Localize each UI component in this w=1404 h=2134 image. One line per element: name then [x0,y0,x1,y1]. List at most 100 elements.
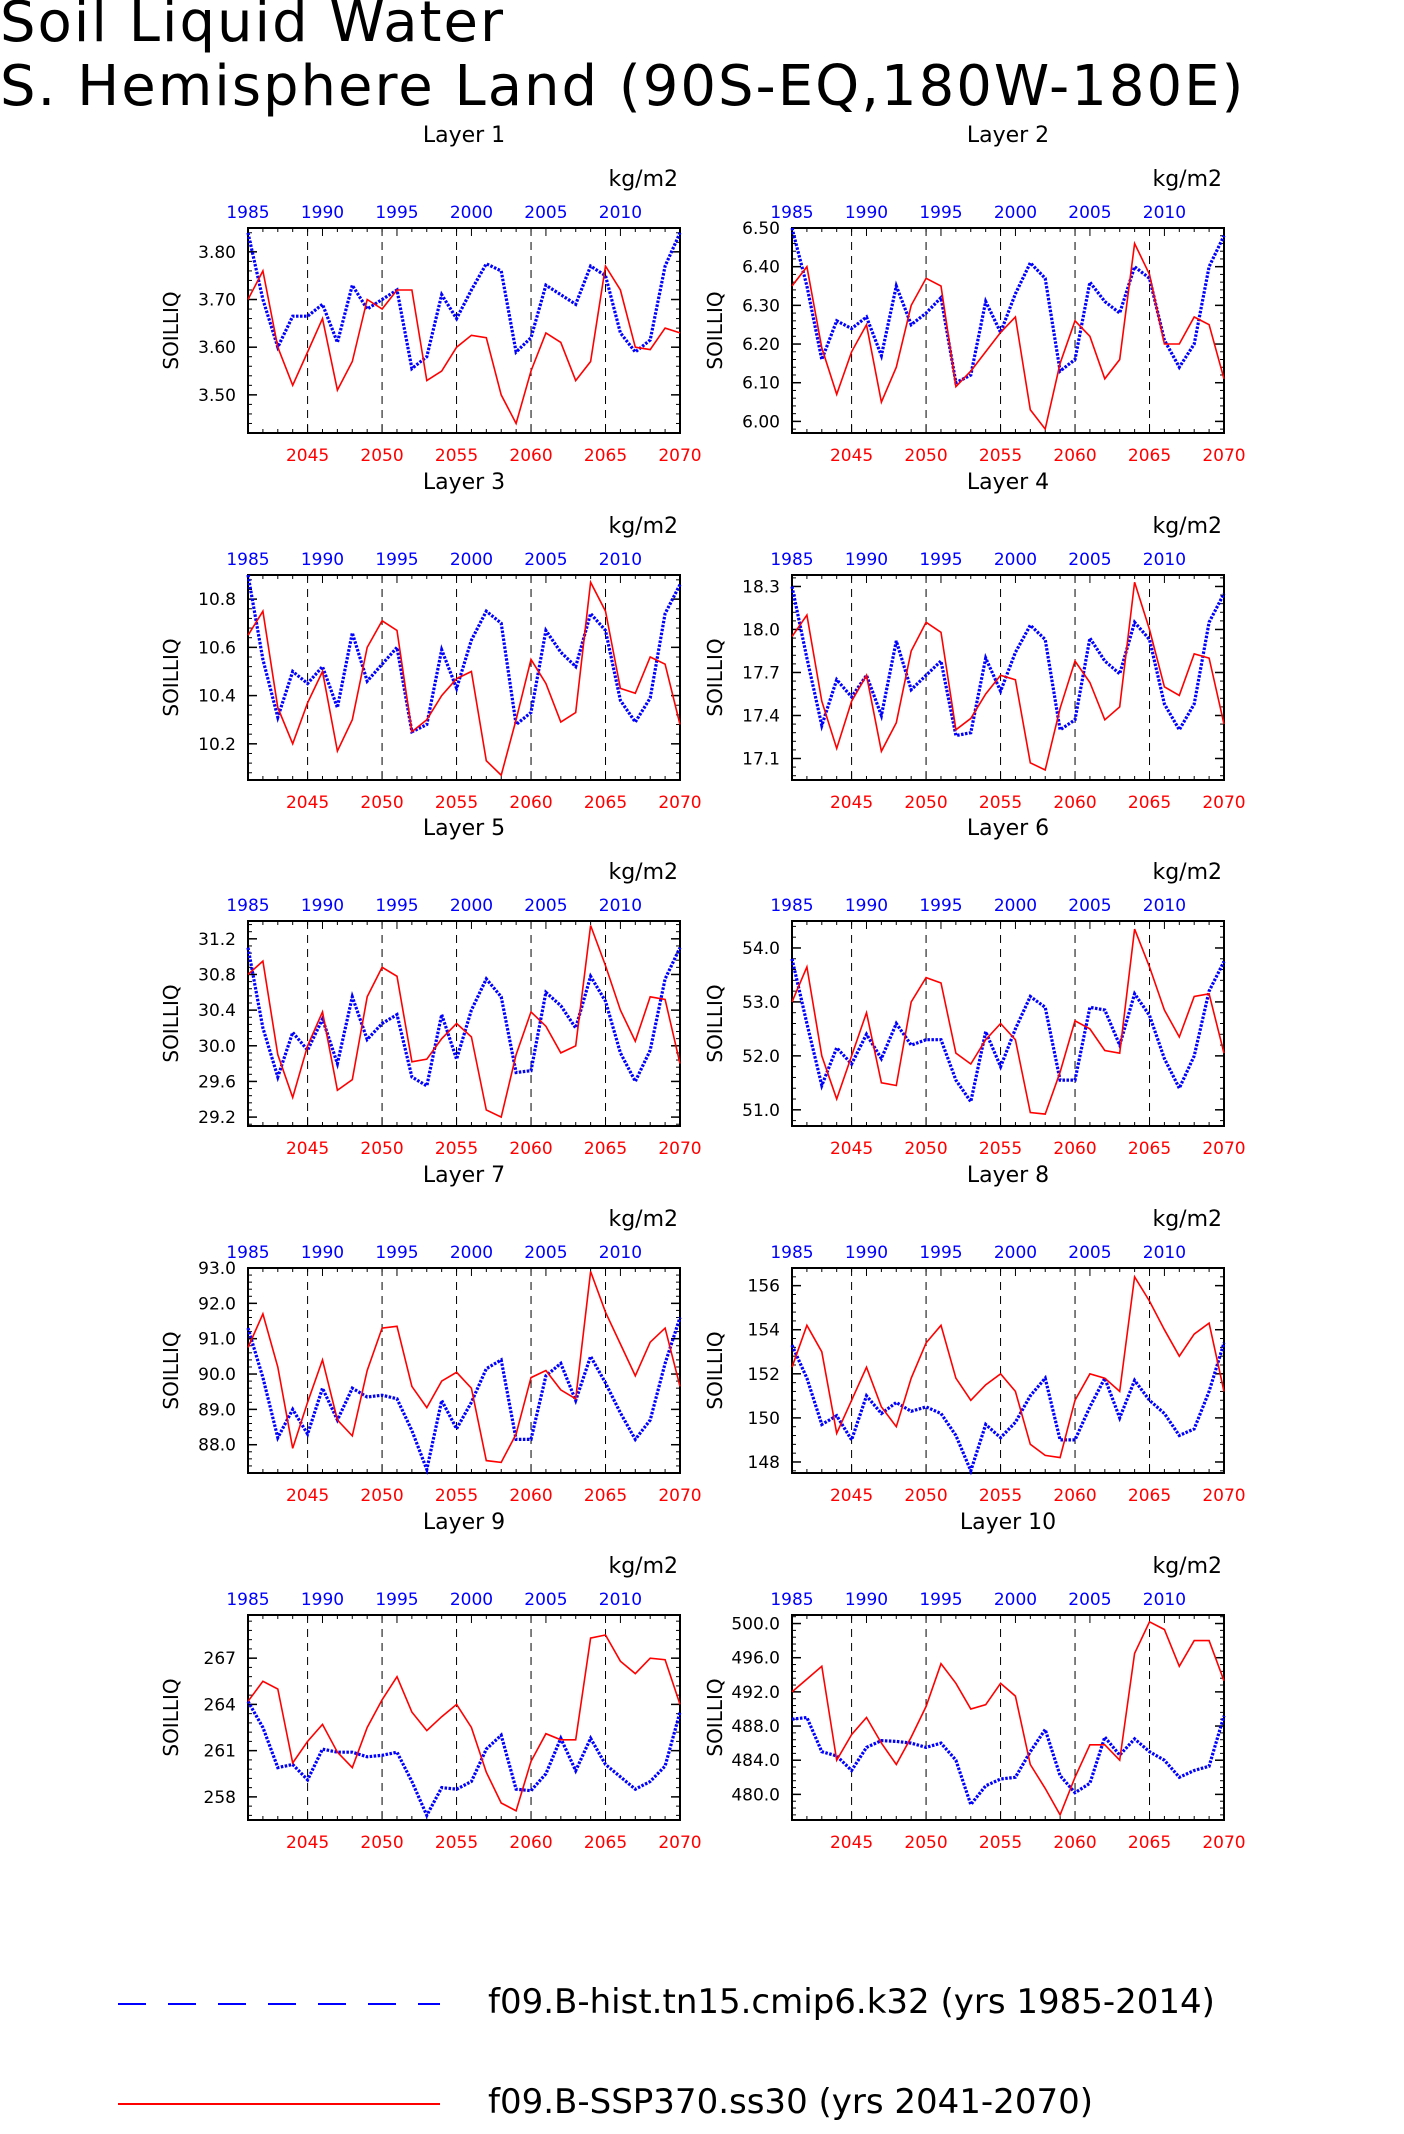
bottom-tick-label: 2065 [584,1486,627,1506]
top-tick-label: 1990 [845,1590,888,1610]
top-tick-label: 1985 [770,1590,813,1610]
bottom-tick-label: 2060 [509,1486,552,1506]
y-tick-label: 496.0 [731,1649,780,1669]
panel-layer-5: Layer 5 kg/m2 SOILLIQ 1985 1990 1995 2000 2005 2… [159,816,702,1159]
bottom-tick-label: 2070 [658,793,701,813]
top-tick-label: 1985 [226,896,269,916]
panel-layer-2: Layer 2 kg/m2 SOILLIQ 1985 1990 1995 2000 2005 2… [703,123,1246,466]
top-tick-label: 2000 [994,1590,1037,1610]
top-tick-label: 1985 [226,1590,269,1610]
bottom-tick-label: 2065 [584,1139,627,1159]
panel-layer-4: Layer 4 kg/m2 SOILLIQ 1985 1990 1995 2000 2005 2… [703,470,1246,813]
bottom-tick-label: 2055 [979,793,1022,813]
top-tick-label: 1990 [845,203,888,223]
top-tick-label: 1990 [301,1590,344,1610]
top-tick-label: 2010 [1143,1590,1186,1610]
y-tick-label: 18.0 [742,620,780,640]
legend-hist-label: f09.B-hist.tn15.cmip6.k32 (yrs 1985-2014… [488,1982,1215,2022]
y-axis-label: SOILLIQ [703,638,727,716]
plot-frame [791,574,1225,781]
bottom-tick-label: 2050 [904,446,947,466]
top-tick-label: 2010 [1143,550,1186,570]
top-tick-label: 2010 [599,203,642,223]
top-tick-label: 2000 [450,550,493,570]
y-tick-label: 52.0 [742,1047,780,1067]
top-tick-label: 1995 [919,203,962,223]
y-tick-label: 492.0 [731,1683,780,1703]
y-axis-label: SOILLIQ [703,291,727,369]
plot-frame [247,574,681,781]
y-tick-label: 10.2 [198,735,236,755]
y-tick-label: 6.20 [742,335,780,355]
top-tick-label: 2005 [524,1590,567,1610]
bottom-tick-label: 2055 [979,446,1022,466]
page-subtitle: S. Hemisphere Land (90S-EQ,180W-180E) [0,54,1246,119]
panel-layer-8: Layer 8 kg/m2 SOILLIQ 1985 1990 1995 2000 2005 2… [703,1163,1246,1506]
top-tick-label: 1995 [375,1243,418,1263]
top-tick-label: 1995 [919,1243,962,1263]
top-tick-label: 2010 [599,1590,642,1610]
top-tick-label: 2000 [994,203,1037,223]
bottom-tick-label: 2055 [979,1139,1022,1159]
series-line-ssp [247,1271,681,1464]
bottom-tick-label: 2070 [1202,1486,1245,1506]
series-line-ssp [247,1634,681,1812]
top-tick-label: 2005 [1068,1590,1111,1610]
series-line-hist [246,574,682,735]
bottom-tick-label: 2045 [286,1833,329,1853]
bottom-tick-label: 2045 [830,793,873,813]
y-tick-label: 261 [204,1742,236,1762]
bottom-tick-label: 2060 [1053,1833,1096,1853]
legend-entry-hist: f09.B-hist.tn15.cmip6.k32 (yrs 1985-2014… [0,1974,1404,2034]
bottom-tick-label: 2070 [1202,1833,1245,1853]
top-tick-label: 1995 [375,896,418,916]
top-tick-label: 1990 [301,203,344,223]
top-tick-label: 2005 [524,203,567,223]
bottom-tick-label: 2050 [360,793,403,813]
bottom-tick-label: 2060 [509,1833,552,1853]
series-line-hist [246,947,682,1089]
panel-title: Layer 10 [960,1510,1056,1535]
top-tick-label: 2000 [994,550,1037,570]
y-tick-label: 30.0 [198,1037,236,1057]
y-tick-label: 3.60 [198,338,236,358]
series-line-ssp [791,581,1225,772]
legend-ssp-label: f09.B-SSP370.ss30 (yrs 2041-2070) [488,2082,1093,2122]
y-tick-label: 480.0 [731,1785,780,1805]
units-label: kg/m2 [608,1554,678,1579]
top-tick-label: 2005 [524,1243,567,1263]
bottom-tick-label: 2065 [1128,446,1171,466]
panel-title: Layer 6 [967,816,1049,841]
y-tick-label: 258 [204,1788,236,1808]
y-tick-label: 3.50 [198,386,236,406]
bottom-tick-label: 2060 [509,1139,552,1159]
bottom-tick-label: 2060 [1053,446,1096,466]
y-tick-label: 17.7 [742,663,780,683]
top-tick-label: 2010 [599,1243,642,1263]
bottom-tick-label: 2060 [1053,1139,1096,1159]
top-tick-label: 1995 [375,550,418,570]
y-tick-label: 10.8 [198,590,236,610]
y-tick-label: 154 [748,1321,780,1341]
y-tick-label: 6.30 [742,296,780,316]
y-tick-label: 30.4 [198,1001,236,1021]
series-line-ssp [791,240,1225,431]
top-tick-label: 2000 [450,1243,493,1263]
bottom-tick-label: 2045 [286,793,329,813]
plot-frame [247,227,681,434]
y-tick-label: 10.4 [198,687,236,707]
y-axis-label: SOILLIQ [159,1678,183,1756]
y-tick-label: 3.70 [198,291,236,311]
top-tick-label: 2010 [1143,896,1186,916]
top-tick-label: 1990 [301,550,344,570]
bottom-tick-label: 2065 [1128,1833,1171,1853]
bottom-tick-label: 2045 [286,1486,329,1506]
bottom-tick-label: 2055 [979,1486,1022,1506]
bottom-tick-label: 2070 [658,1486,701,1506]
bottom-tick-label: 2065 [584,793,627,813]
y-tick-label: 6.00 [742,412,780,432]
series-line-hist [790,1342,1226,1476]
y-tick-label: 88.0 [198,1436,236,1456]
top-tick-label: 2010 [599,550,642,570]
y-axis-label: SOILLIQ [159,984,183,1062]
